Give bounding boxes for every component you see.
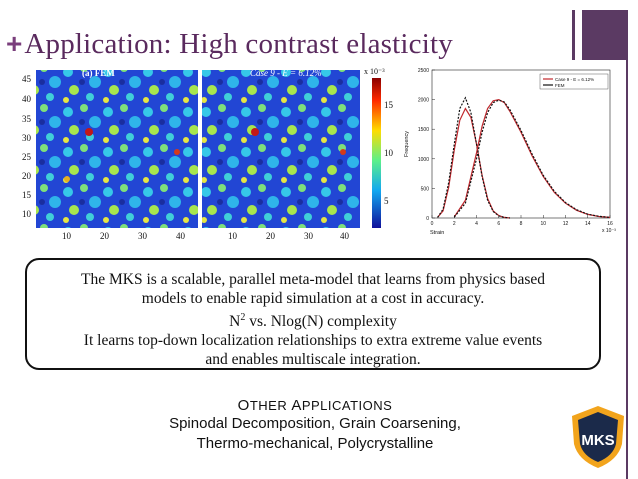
summary-complexity-line: N2 vs. Nlog(N) complexity: [229, 312, 397, 331]
series-line: [453, 98, 611, 218]
y-tick-label: 1500: [418, 127, 429, 133]
right-border-line: [626, 60, 628, 479]
y-tick: 30: [22, 133, 32, 143]
x-axis-exponent: x 10⁻³: [602, 228, 616, 234]
x-tick-label: 16: [607, 221, 613, 227]
y-tick-label: 1000: [418, 157, 429, 163]
x-tick: 20: [100, 231, 110, 241]
x-tick: 10: [228, 231, 238, 241]
x-tick-label: 6: [497, 221, 500, 227]
x-tick-label: 10: [540, 221, 546, 227]
colorbar-tick: 5: [384, 196, 389, 206]
x-axis-label: Strain: [430, 230, 444, 236]
y-axis-label: Frequency: [404, 131, 410, 157]
case-field-panel: Case 9 - E = 6.12% 10 20 30 40 x 10⁻³ 15…: [200, 64, 400, 242]
x-tick-label: 8: [520, 221, 523, 227]
x-tick: 20: [266, 231, 276, 241]
header-accent-block: [582, 10, 628, 60]
y-tick-label: 0: [426, 216, 429, 222]
series-line: [453, 99, 611, 218]
mks-shield-logo: MKS: [568, 404, 628, 470]
logo-text: MKS: [581, 432, 614, 449]
other-applications-line: Spinodal Decomposition, Grain Coarsening…: [169, 415, 461, 432]
slide-title: Application: High contrast elasticity: [24, 27, 453, 60]
x-tick: 40: [340, 231, 350, 241]
plus-icon: +: [6, 28, 23, 59]
x-tick: 10: [62, 231, 72, 241]
legend-label: FEM: [555, 83, 565, 88]
y-tick-label: 500: [421, 186, 430, 192]
colorbar-exponent: x 10⁻³: [364, 67, 385, 76]
fem-field-panel: 45 40 35 30 25 20 15 10 5 (a) FEM 10 20 …: [22, 64, 202, 242]
y-tick: 45: [22, 74, 32, 84]
mks-summary-box: The MKS is a scalable, parallel meta-mod…: [25, 258, 601, 370]
series-line: [437, 96, 510, 219]
y-tick: 10: [22, 209, 32, 219]
x-tick: 30: [304, 231, 314, 241]
other-applications: OTHER APPLICATIONS Spinodal Decompositio…: [150, 398, 480, 454]
summary-line: The MKS is a scalable, parallel meta-mod…: [81, 271, 545, 288]
colorbar-tick: 10: [384, 148, 394, 158]
summary-line: and enables multiscale integration.: [205, 351, 421, 369]
fem-heatmap: [36, 70, 198, 228]
y-tick-label: 2000: [418, 98, 429, 104]
legend-label: Case 9 - E = 6.12%: [555, 77, 594, 82]
x-tick-label: 14: [585, 221, 591, 227]
x-tick-label: 12: [563, 221, 569, 227]
slide-header: + Application: High contrast elasticity: [6, 24, 453, 64]
case-heatmap: [202, 70, 360, 228]
legend-box: [539, 73, 609, 90]
colorbar-tick: 15: [384, 100, 394, 110]
x-tick-label: 2: [453, 221, 456, 227]
colorbar: [372, 78, 381, 228]
fem-panel-label: (a) FEM: [82, 68, 115, 78]
case-panel-label: Case 9 - E = 6.12%: [250, 68, 322, 78]
y-tick: 35: [22, 114, 32, 124]
x-tick-label: 0: [431, 221, 434, 227]
y-tick: 40: [22, 94, 32, 104]
other-applications-line: Thermo-mechanical, Polycrystalline: [196, 435, 434, 452]
y-tick: 25: [22, 152, 32, 162]
summary-line: It learns top-down localization relation…: [83, 332, 543, 350]
y-tick: 15: [22, 190, 32, 200]
other-applications-heading: OTHER APPLICATIONS: [237, 397, 393, 414]
strain-frequency-chart: 0 500 1000 1500 2000 2500 0 2 4 6 8 10 12 14 16 Case 9 …: [402, 62, 618, 240]
header-accent-line: [572, 10, 575, 60]
x-tick: 30: [138, 231, 148, 241]
x-tick: 40: [176, 231, 186, 241]
x-tick-label: 4: [475, 221, 478, 227]
summary-line: models to enable rapid simulation at a c…: [141, 290, 485, 307]
y-tick-label: 2500: [418, 68, 429, 74]
y-tick: 20: [22, 171, 32, 181]
